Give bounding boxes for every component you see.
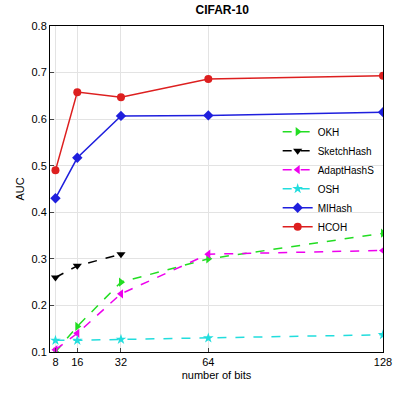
svg-text:64: 64 bbox=[202, 356, 214, 368]
svg-text:0.3: 0.3 bbox=[32, 253, 47, 265]
svg-text:OSH: OSH bbox=[318, 184, 340, 195]
svg-text:0.5: 0.5 bbox=[32, 160, 47, 172]
svg-text:CIFAR-10: CIFAR-10 bbox=[196, 3, 250, 17]
svg-text:HCOH: HCOH bbox=[318, 222, 347, 233]
svg-text:0.6: 0.6 bbox=[32, 113, 47, 125]
svg-text:AUC: AUC bbox=[14, 177, 26, 200]
svg-text:0.4: 0.4 bbox=[32, 206, 47, 218]
svg-text:number of bits: number of bits bbox=[182, 369, 252, 381]
svg-text:32: 32 bbox=[115, 356, 127, 368]
svg-text:MIHash: MIHash bbox=[318, 203, 352, 214]
svg-text:OKH: OKH bbox=[318, 127, 340, 138]
svg-text:SketchHash: SketchHash bbox=[318, 146, 372, 157]
svg-text:0.7: 0.7 bbox=[32, 66, 47, 78]
svg-text:128: 128 bbox=[374, 356, 392, 368]
svg-text:8: 8 bbox=[52, 356, 58, 368]
svg-text:0.1: 0.1 bbox=[32, 346, 47, 358]
svg-text:0.8: 0.8 bbox=[32, 20, 47, 32]
svg-text:0.2: 0.2 bbox=[32, 299, 47, 311]
svg-text:AdaptHashS: AdaptHashS bbox=[318, 165, 374, 176]
svg-text:16: 16 bbox=[71, 356, 83, 368]
